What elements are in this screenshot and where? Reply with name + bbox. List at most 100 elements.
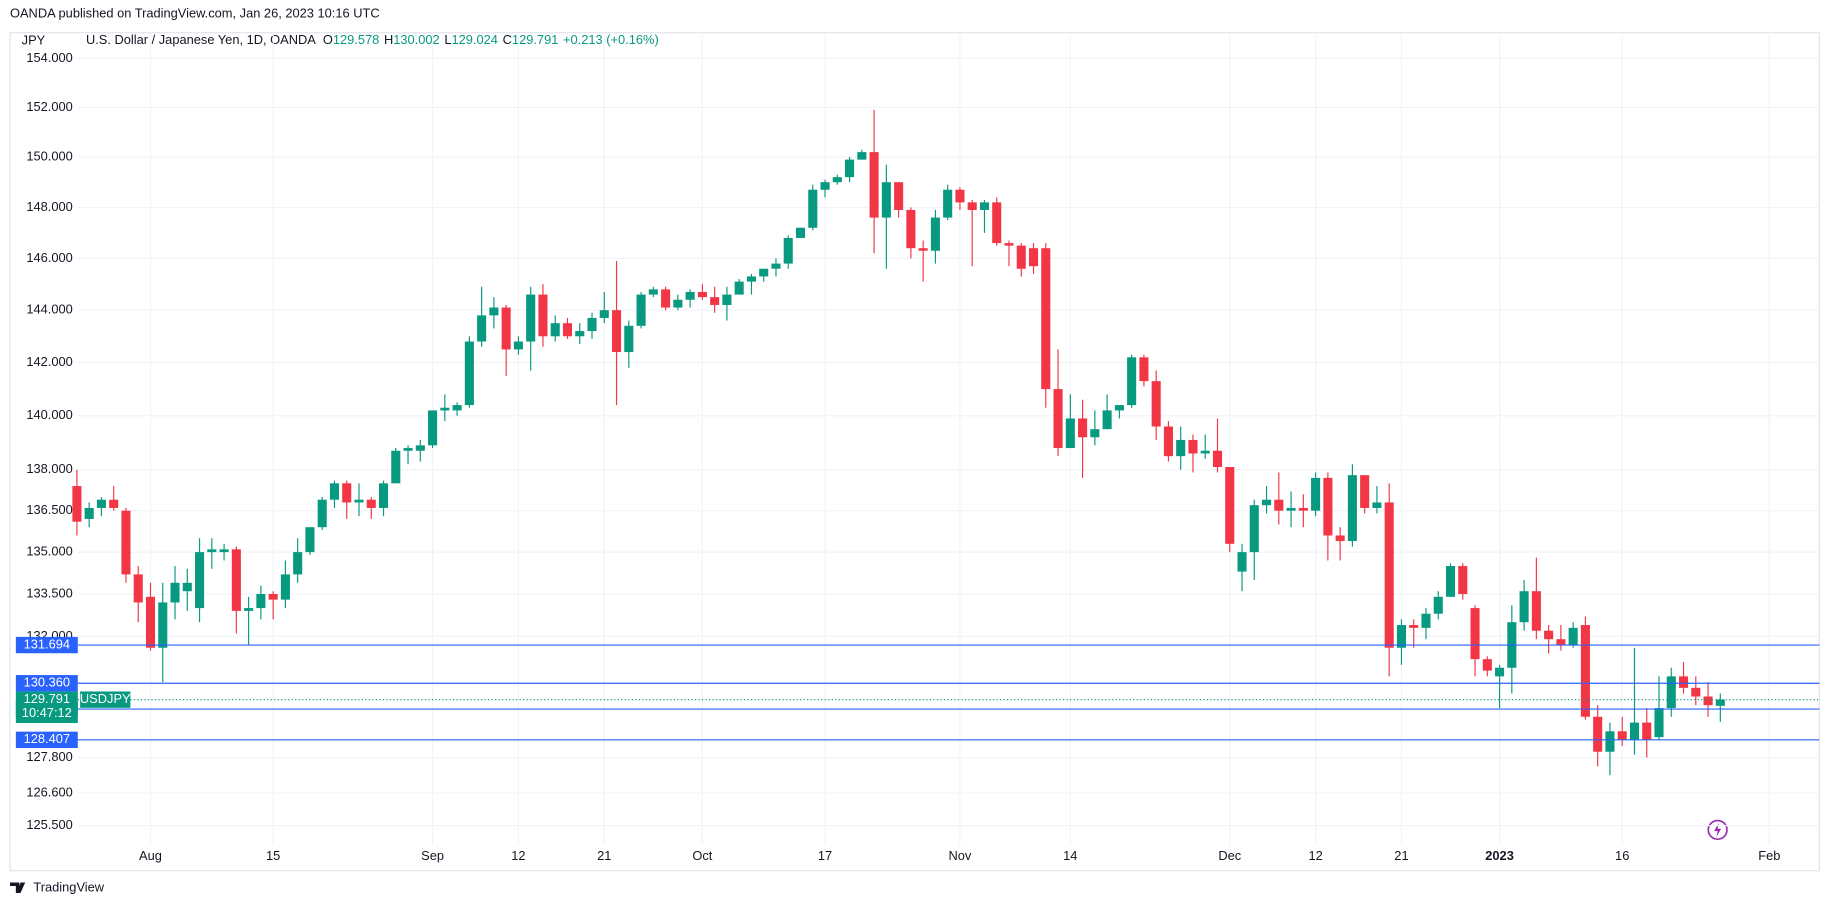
candle-body bbox=[1421, 613, 1431, 628]
candle-body bbox=[1666, 676, 1676, 709]
candle-body bbox=[440, 407, 450, 411]
x-tick-label: Feb bbox=[1758, 848, 1780, 863]
candle-body bbox=[1053, 389, 1063, 449]
symbol-tag: USDJPY bbox=[80, 691, 131, 706]
candle-body bbox=[808, 189, 818, 228]
candle-body bbox=[918, 248, 928, 251]
candle-body bbox=[84, 507, 94, 519]
candle-body bbox=[244, 608, 254, 611]
candle-body bbox=[145, 596, 156, 648]
candle-body bbox=[280, 574, 290, 600]
ohlc-value: 129.024 bbox=[452, 32, 498, 47]
candle-body bbox=[1580, 625, 1590, 717]
candle-body bbox=[428, 410, 438, 446]
candle-body bbox=[636, 294, 646, 326]
candle-body bbox=[1127, 357, 1137, 406]
candle-body bbox=[366, 499, 376, 508]
candle-body bbox=[464, 341, 474, 406]
candle-body bbox=[1249, 505, 1259, 553]
x-tick-label: 2023 bbox=[1485, 848, 1514, 863]
candle-body bbox=[869, 152, 879, 218]
ohlc-value: 129.791 bbox=[512, 32, 558, 47]
candle-body bbox=[1274, 499, 1284, 511]
candle-body bbox=[305, 527, 315, 553]
level-label: 128.407 bbox=[24, 731, 70, 746]
candle-body bbox=[1384, 502, 1394, 648]
candle-body bbox=[1212, 450, 1223, 468]
candle-body bbox=[378, 483, 389, 508]
candle-body bbox=[1176, 439, 1186, 457]
candle-body bbox=[710, 297, 720, 305]
candle-body bbox=[746, 276, 756, 282]
candle-body bbox=[231, 549, 241, 611]
candle-body bbox=[1678, 676, 1689, 688]
candle-body bbox=[1090, 429, 1100, 438]
ohlc-label: O bbox=[323, 32, 333, 47]
grid bbox=[77, 32, 1820, 846]
candle-body bbox=[256, 594, 266, 609]
x-tick-label: Sep bbox=[421, 848, 444, 863]
candle-body bbox=[1691, 687, 1701, 697]
y-tick-label: 142.000 bbox=[26, 354, 72, 369]
candle-body bbox=[342, 483, 352, 503]
candle-body bbox=[1396, 625, 1406, 648]
candle-body bbox=[1433, 596, 1443, 614]
countdown: 10:47:12 bbox=[22, 705, 72, 720]
x-tick-label: 16 bbox=[1615, 848, 1629, 863]
candle-body bbox=[170, 582, 180, 603]
title: U.S. Dollar / Japanese Yen, 1D, OANDA bbox=[86, 32, 316, 47]
candle-body bbox=[795, 227, 806, 238]
alert-circle[interactable] bbox=[1707, 819, 1728, 841]
candle-body bbox=[1642, 722, 1652, 741]
candle-body bbox=[783, 237, 793, 264]
candle-body bbox=[1593, 716, 1603, 752]
candle-body bbox=[1335, 535, 1345, 542]
candle-body bbox=[538, 294, 548, 337]
candle-body bbox=[1519, 591, 1529, 623]
candle-body bbox=[219, 549, 229, 553]
candle-body bbox=[1041, 248, 1051, 390]
candle-body bbox=[293, 552, 303, 575]
candle-body bbox=[1139, 357, 1149, 382]
candle-body bbox=[894, 182, 904, 210]
candle-body bbox=[759, 268, 769, 277]
candle-body bbox=[182, 582, 192, 592]
candle-body bbox=[881, 182, 891, 218]
candle-body bbox=[1617, 731, 1627, 741]
y-tick-label: 136.500 bbox=[26, 502, 72, 517]
candle-body bbox=[1200, 450, 1210, 454]
x-tick-label: 21 bbox=[597, 848, 611, 863]
y-tick-label: 146.000 bbox=[26, 250, 72, 265]
candle-body bbox=[1347, 475, 1357, 542]
candle-body bbox=[1654, 708, 1664, 738]
ohlc-label: C bbox=[503, 32, 512, 47]
candle-body bbox=[1568, 627, 1578, 645]
alert-bolt[interactable] bbox=[1714, 822, 1722, 837]
candle-body bbox=[955, 189, 965, 203]
y-tick-label: 154.000 bbox=[26, 50, 72, 65]
x-tick-label: 21 bbox=[1394, 848, 1408, 863]
candle-body bbox=[1225, 467, 1235, 544]
alert-icon[interactable] bbox=[1707, 819, 1728, 841]
x-tick-label: 15 bbox=[266, 848, 280, 863]
y-tick-label: 138.000 bbox=[26, 461, 72, 476]
candle-body bbox=[317, 499, 327, 528]
candle-body bbox=[648, 289, 658, 295]
candle-body bbox=[403, 448, 413, 451]
candle-body bbox=[501, 307, 511, 350]
candle-body bbox=[722, 294, 732, 305]
candle-body bbox=[1237, 552, 1247, 572]
candle-body bbox=[1605, 731, 1615, 752]
level-label-bg bbox=[15, 636, 78, 654]
x-tick-label: 14 bbox=[1063, 848, 1077, 863]
candle-body bbox=[526, 294, 536, 342]
candle-body bbox=[1629, 722, 1640, 741]
candle-body bbox=[1544, 630, 1554, 640]
candle-body bbox=[1151, 381, 1161, 427]
candle-body bbox=[587, 317, 597, 332]
candle-body bbox=[1311, 477, 1321, 511]
candle-body bbox=[661, 289, 671, 308]
level-label-bg bbox=[15, 731, 78, 749]
change: +0.213 (+0.16%) bbox=[563, 32, 659, 47]
candle-body bbox=[1286, 507, 1296, 511]
